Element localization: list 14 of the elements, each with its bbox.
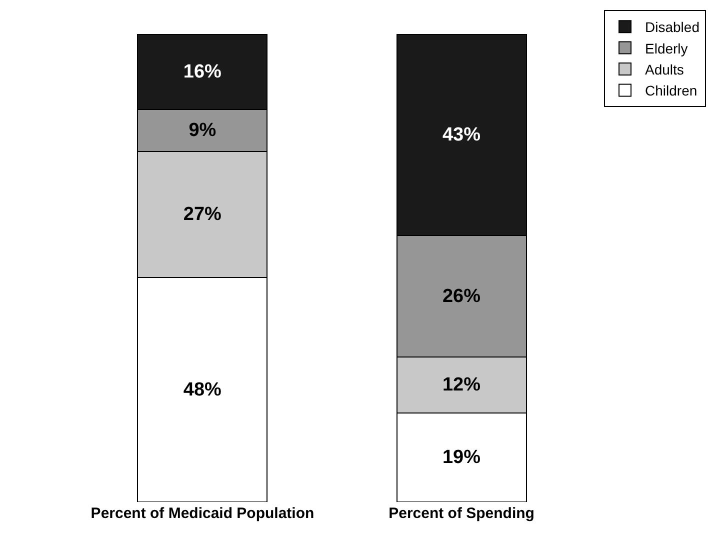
data-label: 48% xyxy=(183,379,222,400)
legend-label: Adults xyxy=(645,61,684,78)
x-tick-label: Percent of Medicaid Population xyxy=(90,505,314,522)
data-label: 9% xyxy=(188,120,216,141)
legend-label: Elderly xyxy=(645,40,688,56)
legend-label: Children xyxy=(645,82,698,99)
x-tick-label: Percent of Spending xyxy=(388,505,534,522)
data-label: 27% xyxy=(183,204,222,226)
data-label: 12% xyxy=(442,374,481,396)
data-label: 26% xyxy=(442,286,481,307)
legend-label: Disabled xyxy=(645,19,700,36)
data-label: 19% xyxy=(442,447,481,468)
data-label: 16% xyxy=(183,61,222,82)
data-label: 43% xyxy=(442,124,481,146)
